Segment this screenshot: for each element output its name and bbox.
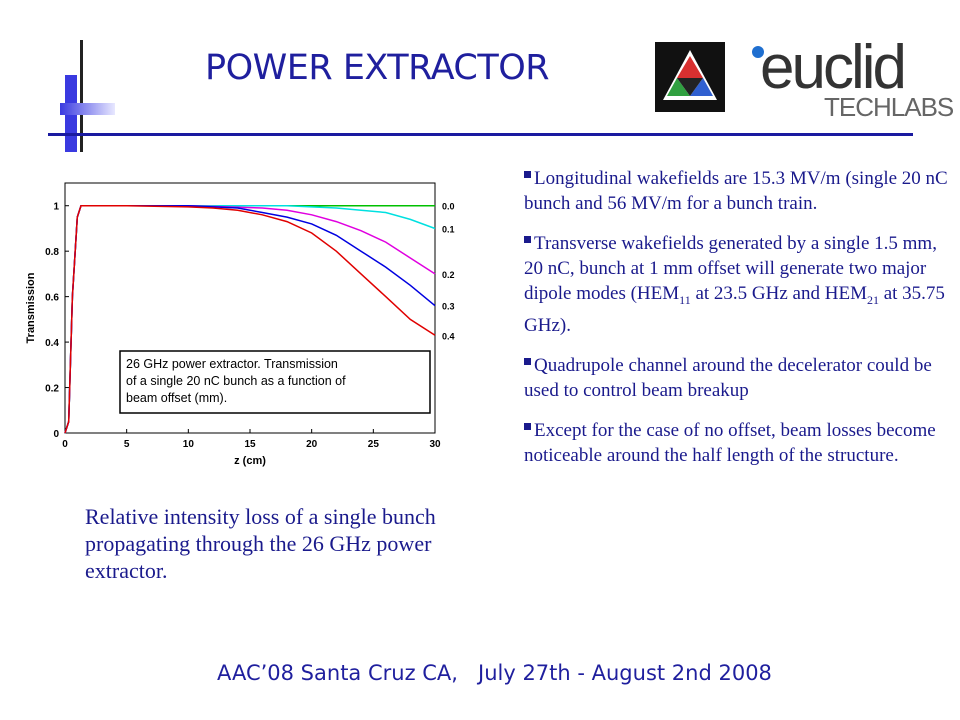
chart-series-lines	[64, 204, 436, 434]
x-tick-label: 25	[368, 439, 380, 450]
series-label: 0.4	[442, 331, 455, 341]
y-tick-label: 0.2	[45, 384, 59, 395]
bullet-text: at 35.75 GHz).	[524, 283, 945, 336]
bullet-text: Transverse wakefields generated by a sin…	[524, 233, 937, 304]
annotation-line: 26 GHz power extractor. Transmission	[126, 357, 338, 371]
x-axis-label: z (cm)	[234, 455, 266, 467]
y-tick-label: 0.4	[45, 338, 59, 349]
chart-axes: 0 5 10 15 20 25 30 0 0.2 0.4 0.6 0.8 1 z (cm) Transmis…	[25, 202, 441, 467]
triangle-logo	[655, 42, 725, 112]
x-tick-label: 5	[124, 439, 130, 450]
bullet-item: Transverse wakefields generated by a sin…	[524, 231, 949, 338]
series-label: 0.1	[442, 224, 455, 234]
x-tick-label: 15	[244, 439, 256, 450]
title-accent-bar-vertical-thin	[80, 40, 83, 152]
bullet-square-icon	[524, 357, 531, 365]
x-tick-label: 20	[306, 439, 318, 450]
y-tick-label: 0.8	[45, 247, 59, 258]
euclid-techlabs-logo: euclid TECHLABS	[748, 33, 954, 124]
footer-conference: AAC’08 Santa Cruz CA, July 27th - August…	[217, 661, 772, 685]
bullet-text: at 23.5 GHz and HEM	[690, 283, 867, 304]
annotation-frame	[119, 350, 431, 414]
bullet-item: Except for the case of no offset, beam l…	[524, 418, 949, 468]
title-rule	[48, 133, 913, 136]
chart-series-labels: 0.0 0.1 0.2 0.3 0.4	[442, 202, 455, 342]
chart-annotation-box: 26 GHz power extractor. Transmission of a…	[119, 350, 431, 414]
bullet-list: Longitudinal wakefields are 15.3 MV/m (s…	[524, 166, 949, 483]
series-label: 0.0	[442, 202, 455, 212]
chart-caption: Relative intensity loss of a single bunc…	[85, 504, 436, 583]
bullet-square-icon	[524, 171, 531, 178]
bullet-square-icon	[524, 422, 531, 430]
bullet-item: Quadrupole channel around the decelerato…	[524, 353, 949, 403]
y-tick-label: 0	[53, 429, 59, 440]
transmission-chart: 0 5 10 15 20 25 30 0 0.2 0.4 0.6 0.8 1 z (cm) Transmis…	[25, 182, 455, 467]
x-tick-label: 0	[62, 439, 68, 450]
y-tick-label: 0.6	[45, 293, 59, 304]
x-tick-label: 30	[429, 439, 441, 450]
euclid-logo-word: euclid	[760, 33, 907, 102]
series-line-0.4	[64, 204, 436, 434]
x-tick-label: 10	[183, 439, 195, 450]
bullet-text: Longitudinal wakefields are 15.3 MV/m (s…	[524, 168, 948, 214]
bullet-text: Quadrupole channel around the decelerato…	[524, 354, 932, 401]
title-accent-bar-horizontal	[60, 103, 115, 115]
bullet-subscript: 21	[866, 292, 879, 307]
euclid-logo-subtitle: TECHLABS	[824, 92, 954, 122]
series-label: 0.2	[442, 270, 455, 280]
series-label: 0.3	[442, 302, 455, 312]
annotation-line: of a single 20 nC bunch as a function of	[126, 374, 346, 388]
bullet-subscript: 11	[679, 292, 691, 307]
y-tick-label: 1	[53, 202, 59, 213]
bullet-item: Longitudinal wakefields are 15.3 MV/m (s…	[524, 166, 949, 216]
page-title: POWER EXTRACTOR	[205, 48, 550, 88]
bullet-text: Except for the case of no offset, beam l…	[524, 419, 936, 466]
y-axis-label: Transmission	[25, 272, 37, 343]
euclid-dot-icon	[752, 46, 764, 58]
bullet-square-icon	[524, 236, 531, 243]
annotation-line: beam offset (mm).	[126, 391, 227, 405]
